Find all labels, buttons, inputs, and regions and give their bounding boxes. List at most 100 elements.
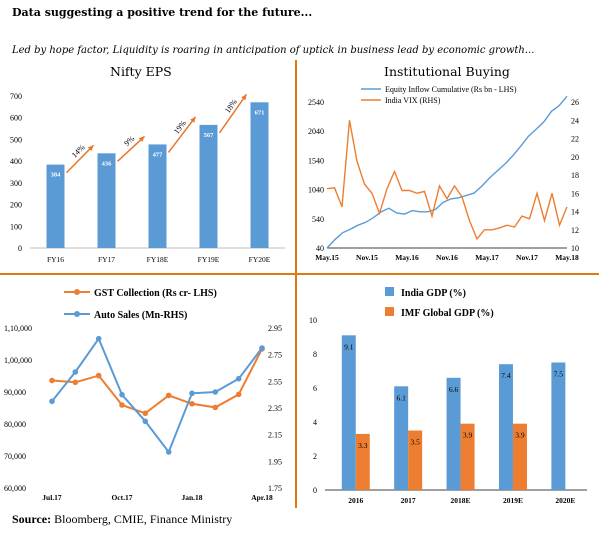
- gdp-x-tick: 2018E: [451, 496, 471, 505]
- gst-y-right-tick: 1.75: [268, 484, 282, 493]
- gst-series-point: [72, 369, 79, 375]
- eps-growth-arrow: [218, 93, 248, 134]
- gst-legend-marker: [74, 311, 80, 317]
- inst-y-right-tick: 18: [571, 171, 579, 180]
- eps-x-tick: FY18E: [147, 255, 169, 264]
- gdp-y-tick: 8: [313, 350, 317, 359]
- eps-data-label: 477: [153, 151, 164, 158]
- source-text: Bloomberg, CMIE, Finance Ministry: [51, 512, 233, 526]
- gst-series-point: [49, 398, 55, 405]
- institutional-buying-chart: 40 540 1040 1540 2040 2540 10 12 14 16 18 20 22 24 26 M…: [308, 85, 579, 262]
- gst-y-left-tick: 1,00,000: [4, 356, 32, 365]
- gst-x-tick: Oct.17: [111, 493, 132, 502]
- inst-legend-label: India VIX (RHS): [385, 96, 441, 105]
- eps-growth-arrow: [167, 116, 197, 153]
- inst-x-tick: Nov.17: [516, 253, 538, 262]
- eps-arrow-head: [138, 136, 145, 143]
- inst-series-line: [326, 95, 568, 249]
- eps-data-label: 671: [255, 109, 265, 116]
- gdp-x-tick: 2019E: [503, 496, 523, 505]
- inst-x-tick: Nov.15: [356, 253, 378, 262]
- nifty-eps-chart: 0 100 200 300 400 500 600 700 384 FY16 436 FY17 477 F…: [10, 92, 285, 264]
- gdp-legend-swatch: [385, 307, 394, 316]
- eps-arrow-head: [190, 116, 196, 123]
- gdp-x-tick: 2016: [348, 496, 363, 505]
- gdp-bar: [512, 423, 527, 490]
- gdp-y-tick: 4: [313, 418, 317, 427]
- eps-x-tick: FY17: [98, 255, 115, 264]
- gst-series-point: [72, 379, 79, 386]
- gst-series-line: [51, 348, 263, 415]
- source-label: Source:: [12, 512, 52, 526]
- gst-auto-chart: 60,000 70,000 80,000 90,000 1,00,000 1,10,000…: [4, 288, 282, 502]
- inst-y-right-tick: 22: [571, 135, 579, 144]
- gdp-y-tick: 2: [313, 452, 317, 461]
- gdp-data-label: 7.5: [554, 370, 564, 379]
- gdp-data-label: 6.1: [396, 393, 406, 402]
- eps-x-tick: FY20E: [249, 255, 271, 264]
- gst-series-point: [189, 390, 195, 397]
- eps-growth-arrow: [65, 144, 95, 174]
- gst-y-left-tick: 60,000: [4, 484, 26, 493]
- page-title: Data suggesting a positive trend for the…: [12, 6, 313, 19]
- gdp-data-label: 9.1: [344, 342, 354, 351]
- inst-y-left-tick: 1040: [308, 186, 324, 195]
- gst-series-line: [51, 336, 263, 455]
- gst-y-right-tick: 2.35: [268, 404, 282, 413]
- inst-x-tick: May.17: [475, 253, 499, 262]
- gdp-data-label: 3.9: [463, 431, 473, 440]
- inst-y-left-tick: 540: [312, 215, 324, 224]
- gdp-bar: [408, 430, 423, 490]
- eps-data-label: 567: [204, 132, 215, 139]
- eps-y-tick: 700: [10, 92, 22, 101]
- source-note: Source: Bloomberg, CMIE, Finance Ministr…: [12, 512, 232, 527]
- gdp-data-label: 7.4: [501, 371, 511, 380]
- eps-y-tick: 300: [10, 179, 22, 188]
- gst-legend-label: Auto Sales (Mn-RHS): [94, 310, 187, 321]
- inst-y-right-tick: 26: [571, 98, 579, 107]
- inst-y-right-tick: 10: [571, 244, 579, 253]
- eps-arrow-head: [241, 94, 247, 101]
- gdp-bar: [394, 386, 409, 490]
- nifty-eps-title: Nifty EPS: [110, 64, 172, 79]
- eps-x-tick: FY16: [47, 255, 64, 264]
- gst-series-point: [235, 375, 242, 382]
- gst-series-point: [49, 377, 55, 384]
- eps-growth-arrow: [116, 135, 146, 162]
- inst-y-left-tick: 2040: [308, 127, 324, 136]
- eps-bar: [250, 102, 269, 248]
- gst-series-point: [189, 401, 195, 407]
- eps-y-tick: 400: [10, 157, 22, 166]
- gst-series-point: [235, 391, 242, 398]
- vertical-divider: [295, 60, 297, 508]
- eps-x-tick: FY19E: [198, 255, 220, 264]
- eps-growth-label: 14%: [70, 143, 87, 160]
- gdp-x-tick: 2020E: [555, 496, 575, 505]
- gdp-y-tick: 0: [313, 486, 317, 495]
- gst-x-tick: Jan.18: [181, 493, 202, 502]
- gdp-y-tick: 10: [309, 316, 317, 325]
- gdp-legend-swatch: [385, 287, 394, 296]
- inst-x-tick: May.16: [395, 253, 419, 262]
- inst-x-tick: May.18: [555, 253, 579, 262]
- gdp-chart: 0 2 4 6 8 10 9.1 3.3 2016 6.1 3.5 2017 6.6 3.9 2018E 7.…: [309, 287, 587, 505]
- eps-y-tick: 100: [10, 222, 22, 231]
- gst-y-left-tick: 70,000: [4, 452, 26, 461]
- inst-y-right-tick: 24: [571, 116, 579, 125]
- inst-y-right-tick: 16: [571, 189, 579, 198]
- eps-y-tick: 500: [10, 135, 22, 144]
- gst-series-point: [142, 418, 149, 425]
- gdp-legend-label: IMF Global GDP (%): [401, 308, 494, 319]
- gst-legend-label: GST Collection (Rs cr- LHS): [94, 288, 217, 299]
- horizontal-divider: [0, 273, 599, 275]
- gst-series-point: [95, 335, 102, 342]
- inst-series-line: [326, 120, 568, 241]
- gst-series-point: [165, 392, 172, 399]
- gst-series-point: [212, 389, 219, 395]
- eps-arrow-head: [87, 145, 94, 152]
- gst-series-point: [119, 391, 125, 398]
- inst-y-left-tick: 2540: [308, 98, 324, 107]
- gst-legend-marker: [74, 289, 80, 295]
- gdp-x-tick: 2017: [401, 496, 416, 505]
- gdp-bar: [446, 377, 461, 490]
